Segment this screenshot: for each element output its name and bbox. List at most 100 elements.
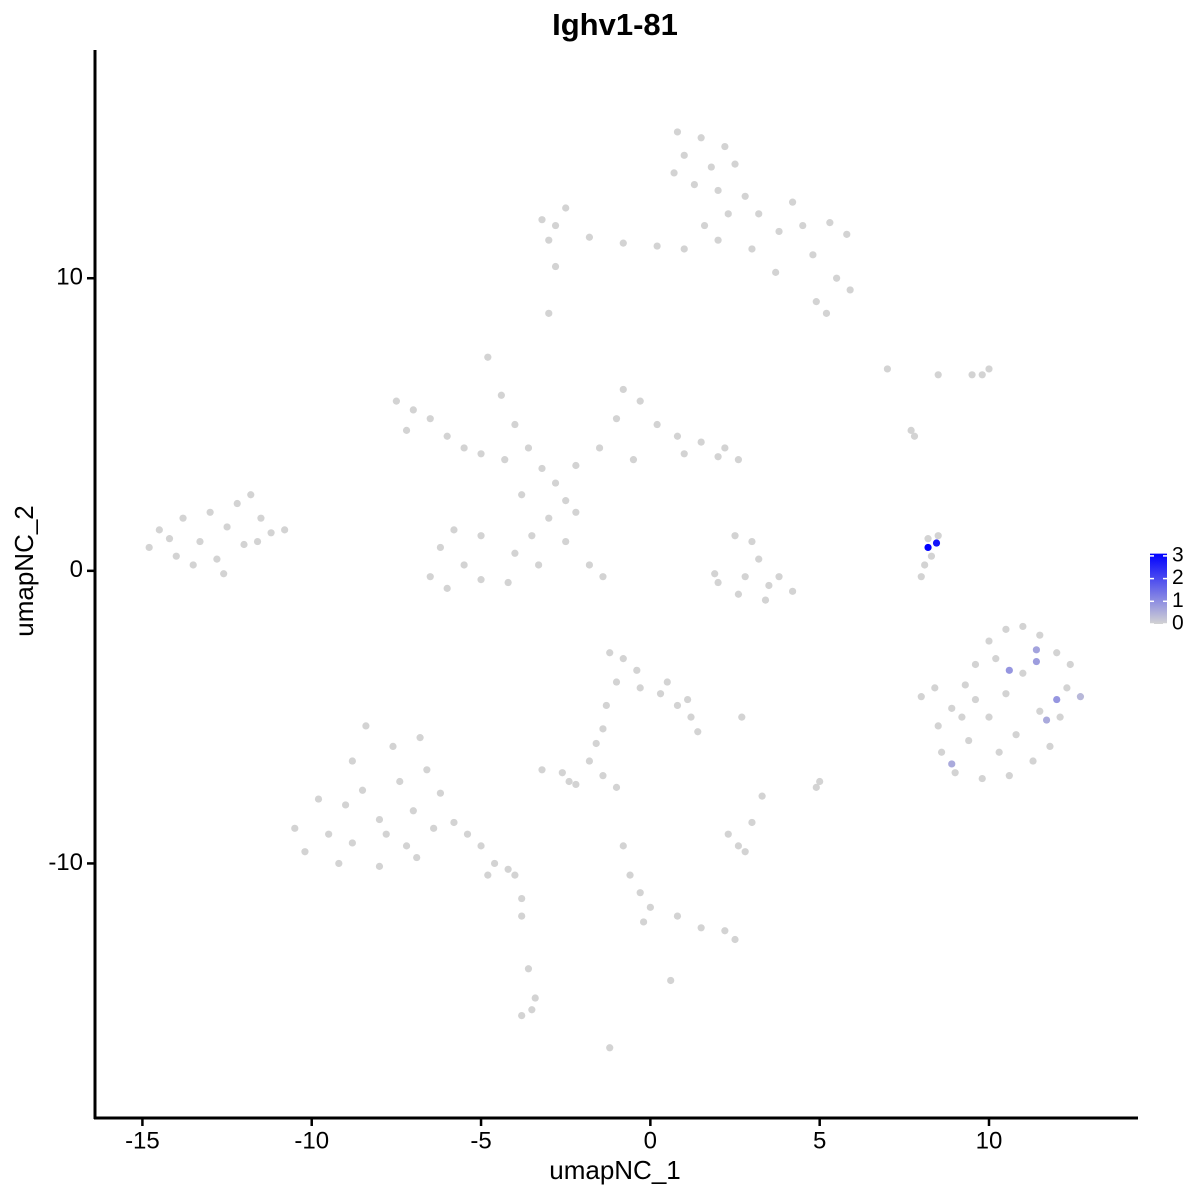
cell-point	[741, 192, 749, 200]
cell-point	[741, 573, 749, 581]
cell-point	[619, 655, 627, 663]
y-tick-label: 10	[56, 264, 83, 291]
cell-point	[358, 786, 367, 794]
cell-point	[612, 678, 621, 686]
cell-point	[497, 391, 505, 399]
cell-point	[538, 464, 546, 473]
cell-point	[436, 789, 445, 797]
cell-point	[409, 406, 417, 414]
cell-point	[528, 1006, 536, 1014]
cell-point	[477, 576, 485, 584]
colorbar-label: 2	[1172, 566, 1184, 589]
cell-point	[985, 365, 993, 373]
cell-point	[731, 160, 739, 168]
cell-point	[257, 514, 265, 522]
cell-point	[1032, 657, 1041, 666]
cell-point	[948, 760, 956, 768]
cell-point	[833, 274, 841, 282]
cell-point	[646, 903, 654, 911]
cell-point	[724, 210, 732, 218]
cell-point	[511, 549, 519, 557]
cell-point	[504, 865, 512, 873]
cell-point	[460, 561, 468, 569]
cell-point	[247, 491, 255, 499]
cell-point	[220, 570, 228, 578]
cell-point	[932, 539, 941, 547]
cell-point	[697, 924, 705, 932]
cell-point	[1019, 622, 1027, 631]
x-tick-label: -10	[294, 1127, 329, 1154]
cell-point	[348, 839, 356, 847]
cell-point	[680, 151, 688, 159]
cell-point	[758, 792, 766, 800]
cell-point	[917, 693, 925, 701]
cell-point	[653, 420, 661, 429]
cell-point	[375, 815, 384, 824]
x-axis-title: umapNC_1	[549, 1155, 681, 1185]
cell-point	[409, 807, 417, 815]
cell-point	[687, 713, 695, 721]
cell-point	[673, 128, 682, 136]
cell-point	[822, 309, 831, 317]
cell-point	[538, 216, 546, 224]
cell-point	[535, 561, 543, 569]
cell-point	[443, 432, 451, 440]
cell-point	[721, 927, 729, 935]
cell-point	[937, 748, 946, 756]
cell-point	[1063, 684, 1071, 692]
cell-point	[673, 432, 682, 440]
cell-point	[565, 777, 573, 786]
cell-point	[1036, 631, 1044, 639]
cell-point	[731, 532, 739, 540]
cell-point	[934, 722, 942, 730]
cell-point	[463, 830, 472, 838]
cell-point	[921, 561, 929, 569]
cell-point	[748, 245, 756, 253]
cell-point	[189, 561, 197, 569]
cell-point	[477, 842, 485, 850]
cell-point	[253, 537, 262, 546]
cell-point	[484, 353, 492, 361]
cell-point	[240, 540, 248, 549]
cell-point	[626, 871, 634, 879]
cell-point	[602, 701, 610, 710]
cell-point	[788, 198, 797, 206]
cell-point	[430, 824, 438, 832]
x-tick-label: -15	[125, 1127, 160, 1154]
cell-point	[931, 684, 939, 692]
cell-point	[619, 385, 627, 394]
cell-point	[812, 783, 820, 791]
cell-point	[558, 769, 566, 777]
cell-point	[450, 526, 458, 534]
points	[145, 128, 1085, 1052]
cell-point	[948, 704, 956, 712]
cell-point	[883, 365, 892, 373]
cell-point	[741, 848, 749, 856]
cell-point	[680, 450, 688, 458]
cell-point	[545, 309, 553, 317]
cell-point	[1029, 757, 1037, 765]
cell-point	[1076, 693, 1085, 701]
cell-point	[592, 739, 600, 748]
cell-point	[196, 537, 204, 546]
cell-point	[504, 578, 512, 587]
cell-point	[775, 227, 783, 236]
cell-point	[416, 734, 424, 742]
cell-point	[145, 543, 153, 552]
cell-point	[179, 514, 187, 522]
cell-point	[1032, 646, 1041, 654]
cell-point	[978, 774, 986, 783]
cell-point	[1005, 772, 1013, 780]
cell-point	[636, 684, 644, 692]
x-tick-label: 10	[976, 1127, 1003, 1154]
cell-point	[538, 766, 546, 774]
cell-point	[341, 801, 350, 809]
cell-point	[927, 552, 936, 560]
cell-point	[585, 757, 594, 765]
cell-point	[670, 169, 678, 177]
cell-point	[545, 236, 553, 244]
cell-point	[362, 722, 370, 730]
cell-point	[656, 690, 665, 698]
cell-point	[562, 497, 570, 505]
